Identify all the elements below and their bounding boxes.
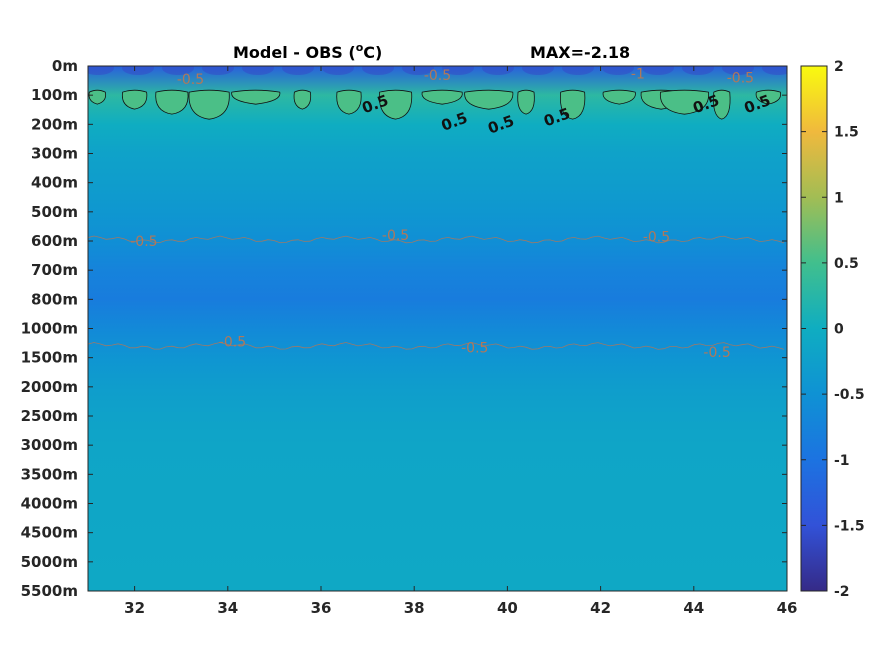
positive-contour: [559, 89, 586, 120]
colorbar-tick-label: 0: [834, 322, 844, 338]
surface-ripple: [162, 66, 194, 75]
y-tick-label: 0m: [52, 57, 78, 75]
colorbar-tick-label: 1: [834, 190, 844, 206]
colorbar-tick-label: 0.5: [834, 256, 859, 272]
positive-contour: [421, 89, 463, 105]
positive-contour: [517, 89, 535, 115]
surface-ripple: [642, 66, 674, 75]
y-tick-label: 700m: [31, 261, 78, 279]
max-annotation: MAX=-2.18: [530, 43, 630, 62]
positive-contour: [378, 89, 413, 120]
x-tick-label: 36: [311, 599, 332, 617]
positive-contour: [188, 89, 230, 120]
y-tick-label: 4500m: [21, 524, 78, 542]
contour-label: -0.5: [130, 234, 157, 250]
contour-label: -1: [631, 66, 645, 82]
colorbar-tick-label: -0.5: [834, 387, 865, 403]
positive-contour: [88, 89, 107, 105]
surface-ripple: [362, 66, 394, 75]
colorbar-tick-label: -1: [834, 453, 850, 469]
y-tick-label: 5500m: [21, 582, 78, 600]
y-tick-label: 2500m: [21, 407, 78, 425]
y-tick-label: 4000m: [21, 495, 78, 513]
x-tick-label: 40: [497, 599, 518, 617]
positive-contour: [121, 89, 148, 110]
y-tick-label: 200m: [31, 115, 78, 133]
contour-line-neg: [88, 235, 785, 244]
positive-contour: [231, 89, 281, 105]
contour-label: -0.5: [643, 230, 670, 246]
y-tick-label: 100m: [31, 86, 78, 104]
y-tick-label: 1500m: [21, 349, 78, 367]
surface-ripple: [762, 66, 787, 75]
contour-label: -0.5: [424, 68, 451, 84]
surface-ripple: [682, 66, 714, 75]
positive-contour: [336, 89, 362, 115]
colorbar: 2 1.5 1 0.5 0 -0.5 -1 -1.5 -2: [800, 59, 865, 600]
y-tick-label: 400m: [31, 174, 78, 192]
surface-ripple: [242, 66, 274, 75]
positive-contour-blobs: [88, 89, 782, 120]
field-heatmap: [88, 66, 787, 591]
positive-contour: [155, 89, 189, 115]
surface-ripple: [282, 66, 314, 75]
y-tick-label: 800m: [31, 290, 78, 308]
contour-label: -0.5: [382, 228, 409, 244]
colorbar-ticks: 2 1.5 1 0.5 0 -0.5 -1 -1.5 -2: [801, 59, 865, 600]
y-axis: 0m 100m 200m 300m 400m 500m 600m 700m 800m 1000m 1…: [21, 57, 787, 600]
contour-label: -0.5: [727, 71, 754, 87]
x-tick-label: 44: [683, 599, 704, 617]
y-tick-label: 300m: [31, 145, 78, 163]
surface-ripple: [722, 66, 754, 75]
surface-ripple: [482, 66, 514, 75]
surface-ripple: [322, 66, 354, 75]
y-tick-label: 5000m: [21, 553, 78, 571]
x-tick-label: 46: [777, 599, 798, 617]
y-tick-label: 500m: [31, 203, 78, 221]
positive-contour: [464, 89, 514, 110]
surface-ripple: [602, 66, 634, 75]
x-tick-label: 34: [217, 599, 238, 617]
surface-ripples: [88, 66, 787, 75]
contour-line-neg: [88, 342, 785, 350]
negative-contour-lines: [88, 235, 785, 350]
contour-label: -0.5: [703, 345, 730, 361]
plot-area: -0.5 -0.5 -1 -0.50.50.5 0.5 0.50.5 0.5-0.5 -0.5…: [87, 65, 788, 592]
contour-label: -0.5: [461, 340, 488, 356]
x-tick-label: 38: [404, 599, 425, 617]
title-text: Model - OBS (oC): [233, 41, 382, 62]
surface-ripple: [122, 66, 154, 75]
positive-contour: [713, 89, 731, 120]
surface-ripple: [88, 66, 114, 75]
y-tick-label: 3000m: [21, 436, 78, 454]
x-tick-label: 32: [124, 599, 145, 617]
x-tick-label: 42: [590, 599, 611, 617]
contour-label: -0.5: [177, 72, 204, 88]
colorbar-tick-label: 2: [834, 59, 844, 75]
chart-title: Model - OBS (oC) MAX=-2.18: [233, 41, 630, 62]
colorbar-tick-label: 1.5: [834, 125, 859, 141]
positive-contour: [293, 89, 312, 110]
surface-ripple: [562, 66, 594, 75]
surface-ripple: [402, 66, 434, 75]
positive-contour: [755, 89, 782, 105]
colorbar-tick-label: -1.5: [834, 518, 865, 534]
y-tick-label: 2000m: [21, 378, 78, 396]
x-axis: 32 34 36 38 40 42 44 46: [124, 66, 797, 617]
y-tick-label: 600m: [31, 232, 78, 250]
surface-ripple: [522, 66, 554, 75]
surface-ripple: [202, 66, 234, 75]
positive-contour: [602, 89, 636, 105]
y-tick-label: 1000m: [21, 320, 78, 338]
colorbar-tick-label: -2: [834, 584, 850, 600]
y-tick-label: 3500m: [21, 465, 78, 483]
positive-contour: [660, 89, 709, 115]
surface-ripple: [442, 66, 474, 75]
contour-label: -0.5: [219, 335, 246, 351]
